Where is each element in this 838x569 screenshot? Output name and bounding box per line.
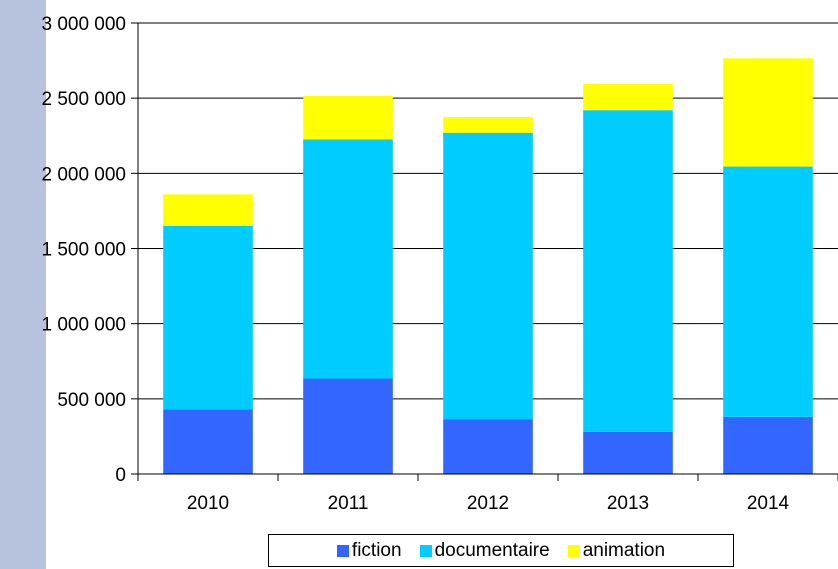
y-tick-label: 0: [115, 465, 126, 486]
legend-label-documentaire: documentaire: [434, 539, 550, 561]
bar-animation-2012: [443, 116, 533, 133]
bar-fiction-2011: [303, 378, 393, 474]
bar-animation-2011: [303, 95, 393, 140]
y-tick-label: 500 000: [57, 390, 126, 411]
y-tick-label: 2 000 000: [41, 164, 126, 185]
legend-item-fiction: fiction: [336, 539, 402, 562]
y-tick-label: 3 000 000: [41, 14, 126, 35]
bar-fiction-2014: [723, 416, 813, 474]
x-tick-label: 2011: [328, 493, 369, 514]
bar-documentaire-2012: [443, 132, 533, 420]
legend-label-animation: animation: [582, 539, 666, 561]
x-tick-label: 2013: [607, 493, 649, 514]
x-tick-label: 2010: [187, 493, 229, 514]
bar-fiction-2013: [583, 431, 673, 474]
legend-swatch-fiction: [336, 544, 349, 557]
bar-fiction-2010: [163, 409, 253, 474]
bar-fiction-2012: [443, 419, 533, 474]
y-tick-label: 1 000 000: [41, 315, 126, 336]
left-decorative-band: [0, 0, 46, 569]
x-tick-label: 2012: [467, 493, 509, 514]
legend-item-animation: animation: [567, 539, 666, 562]
bar-documentaire-2010: [163, 225, 253, 410]
legend-label-fiction: fiction: [351, 539, 402, 561]
y-tick-label: 2 500 000: [41, 89, 126, 110]
bar-animation-2013: [583, 83, 673, 111]
x-tick-label: 2014: [747, 493, 790, 514]
bar-animation-2014: [723, 58, 813, 167]
legend-item-documentaire: documentaire: [419, 539, 550, 562]
bar-documentaire-2011: [303, 139, 393, 379]
bar-documentaire-2014: [723, 166, 813, 417]
bar-documentaire-2013: [583, 110, 673, 432]
legend-swatch-animation: [567, 544, 580, 557]
y-tick-label: 1 500 000: [41, 240, 126, 261]
bar-animation-2010: [163, 194, 253, 226]
legend-swatch-documentaire: [419, 544, 432, 557]
chart-legend: fiction documentaire animation: [268, 534, 734, 567]
